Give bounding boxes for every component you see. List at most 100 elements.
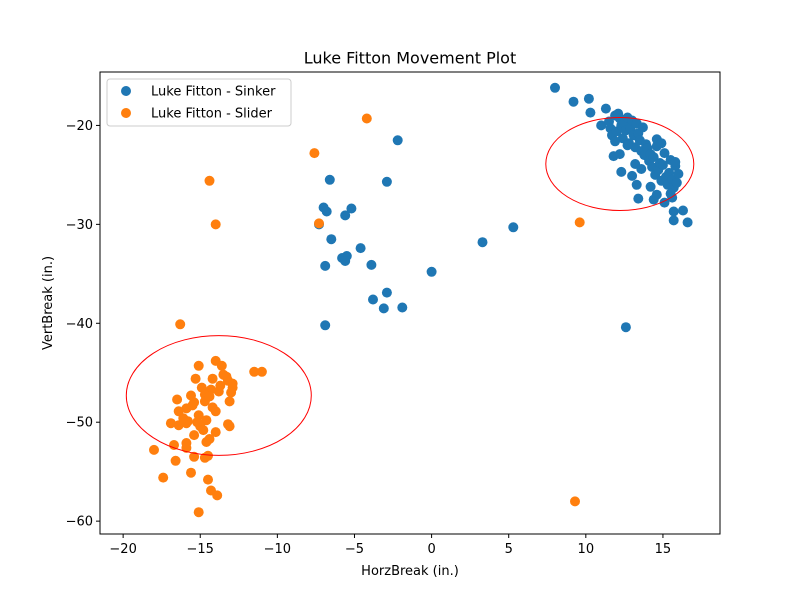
- cluster-ellipse: [125, 335, 312, 456]
- x-tick-label: 5: [505, 542, 513, 557]
- data-point: [600, 103, 611, 114]
- data-point: [665, 188, 676, 199]
- data-point: [309, 148, 320, 159]
- data-point: [550, 82, 560, 93]
- x-tick-label: −10: [264, 542, 291, 557]
- data-point: [189, 451, 200, 462]
- data-point: [614, 149, 625, 160]
- y-tick-label: −50: [66, 416, 93, 431]
- x-tick-label: 0: [427, 542, 435, 557]
- data-point: [678, 205, 688, 216]
- data-point: [324, 174, 335, 185]
- data-point: [682, 217, 693, 228]
- y-axis-label: VertBreak (in.): [41, 256, 56, 350]
- data-point: [203, 474, 213, 485]
- data-point: [213, 386, 224, 397]
- data-point: [622, 140, 633, 151]
- data-point: [249, 366, 260, 377]
- data-point: [670, 157, 681, 167]
- legend-label-slider: Luke Fitton - Slider: [151, 107, 273, 122]
- data-point: [620, 322, 631, 333]
- data-point: [596, 120, 607, 131]
- x-tick-label: 10: [578, 542, 595, 557]
- legend-marker-slider: [121, 108, 131, 118]
- x-axis-label: HorzBreak (in.): [361, 564, 459, 579]
- chart-title: Luke Fitton Movement Plot: [304, 49, 516, 68]
- data-point: [175, 319, 186, 330]
- data-point: [320, 320, 331, 331]
- data-point: [314, 218, 324, 229]
- data-point: [508, 222, 519, 233]
- data-point: [631, 179, 642, 190]
- data-point: [397, 302, 408, 313]
- data-point: [192, 417, 203, 428]
- data-point: [320, 260, 331, 271]
- x-axis: −20 −15 −10 −5 0 5 10 15: [109, 534, 671, 557]
- data-point: [193, 507, 204, 518]
- data-point: [568, 96, 579, 107]
- data-point: [477, 237, 488, 248]
- data-point: [321, 206, 332, 217]
- data-point: [165, 418, 176, 429]
- plot-frame: [99, 71, 721, 535]
- data-point: [193, 360, 204, 371]
- data-point: [189, 430, 200, 441]
- data-point: [366, 259, 377, 270]
- data-point: [668, 206, 679, 217]
- x-tick-label: 15: [655, 542, 672, 557]
- data-point: [178, 413, 189, 424]
- legend: Luke Fitton - Sinker Luke Fitton - Slide…: [106, 78, 292, 127]
- data-point: [368, 294, 378, 305]
- y-axis: −60 −50 −40 −30 −20: [66, 119, 100, 530]
- data-point: [190, 373, 201, 384]
- data-point: [627, 170, 638, 181]
- data-point: [633, 193, 644, 204]
- data-point: [198, 425, 209, 436]
- data-point: [355, 243, 366, 254]
- data-point: [204, 175, 215, 186]
- data-point: [203, 450, 213, 461]
- data-point: [583, 93, 594, 104]
- data-point: [392, 135, 403, 146]
- data-point: [170, 455, 181, 466]
- data-point: [645, 181, 656, 192]
- y-tick-label: −40: [66, 317, 93, 332]
- data-point: [158, 472, 169, 483]
- data-point: [172, 394, 183, 405]
- data-point: [340, 256, 351, 266]
- data-point: [636, 164, 647, 174]
- data-point: [201, 415, 212, 426]
- data-point: [657, 160, 668, 170]
- data-point: [651, 189, 662, 200]
- data-point: [181, 438, 192, 448]
- data-point: [668, 215, 679, 226]
- data-point: [585, 107, 596, 118]
- points-layer: [149, 82, 693, 518]
- y-tick-label: −20: [66, 119, 93, 134]
- data-point: [610, 136, 621, 147]
- data-point: [207, 373, 218, 384]
- data-point: [616, 166, 627, 177]
- legend-label-sinker: Luke Fitton - Sinker: [151, 85, 276, 100]
- data-point: [204, 434, 215, 444]
- data-point: [656, 138, 667, 149]
- data-point: [570, 496, 580, 507]
- data-point: [186, 390, 196, 401]
- y-tick-label: −60: [66, 515, 93, 530]
- data-point: [574, 217, 585, 228]
- data-point: [204, 391, 215, 402]
- data-point: [186, 467, 196, 478]
- data-point: [346, 203, 357, 214]
- data-point: [224, 396, 235, 407]
- y-tick-label: −30: [66, 218, 93, 233]
- data-point: [256, 366, 267, 377]
- data-point: [149, 444, 159, 455]
- data-point: [212, 490, 223, 501]
- data-point: [207, 402, 218, 413]
- data-point: [226, 387, 237, 398]
- cluster-ellipse: [545, 117, 695, 211]
- data-point: [187, 400, 198, 411]
- data-point: [340, 210, 351, 221]
- data-point: [221, 371, 232, 382]
- data-point: [659, 148, 670, 159]
